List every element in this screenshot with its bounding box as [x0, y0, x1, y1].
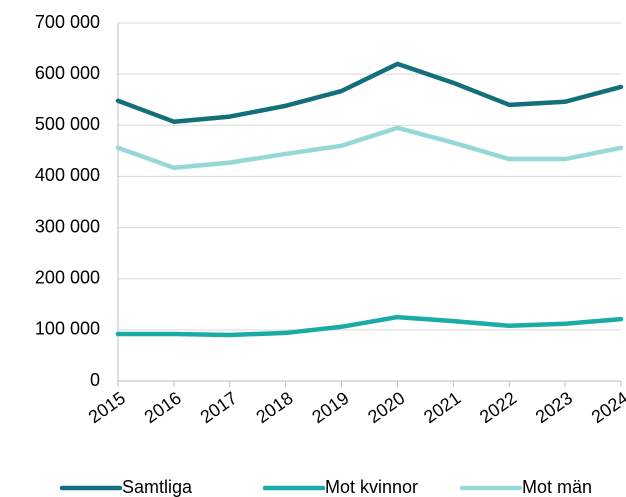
x-tick-label: 2022	[476, 388, 520, 427]
line-series	[115, 61, 624, 124]
x-tick-label: 2019	[308, 388, 352, 427]
x-tick-label: 2017	[197, 388, 241, 427]
y-tick-label: 500 000	[35, 114, 100, 134]
x-tick-label: 2015	[85, 388, 129, 427]
legend-label: Mot kvinnor	[325, 477, 418, 497]
x-tick-label: 2016	[141, 388, 185, 427]
legend-label: Mot män	[522, 477, 592, 497]
y-tick-label: 200 000	[35, 267, 100, 287]
y-tick-label: 0	[90, 370, 100, 390]
y-tick-label: 300 000	[35, 216, 100, 236]
line-series	[115, 125, 624, 170]
x-tick-label: 2020	[364, 388, 408, 427]
y-tick-label: 600 000	[35, 63, 100, 83]
x-tick-label: 2021	[420, 388, 464, 427]
legend-label: Samtliga	[122, 477, 193, 497]
line-series	[115, 314, 624, 338]
x-tick-label: 2024	[588, 388, 626, 427]
y-tick-label: 400 000	[35, 165, 100, 185]
y-tick-label: 700 000	[35, 12, 100, 32]
x-tick-label: 2018	[252, 388, 296, 427]
y-tick-label: 100 000	[35, 319, 100, 339]
x-tick-label: 2023	[532, 388, 576, 427]
